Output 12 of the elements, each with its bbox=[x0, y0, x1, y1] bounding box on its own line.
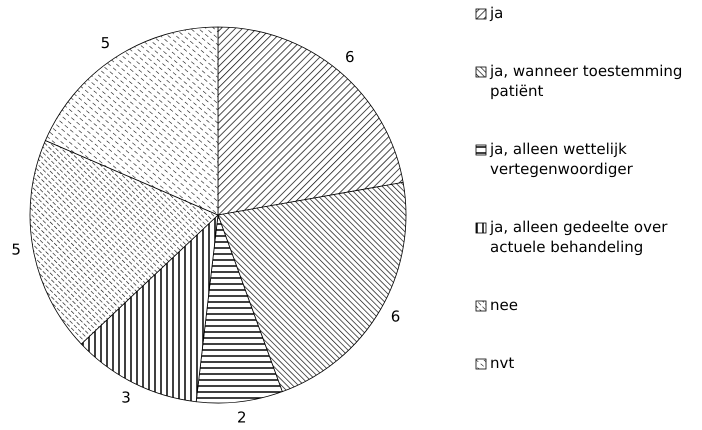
legend-label: ja, alleen wettelijk vertegenwoordiger bbox=[489, 140, 634, 178]
legend-label: nee bbox=[490, 296, 518, 314]
data-label: 3 bbox=[121, 388, 131, 406]
data-label: 2 bbox=[237, 408, 247, 427]
data-label: 6 bbox=[390, 308, 400, 326]
data-label: 6 bbox=[345, 48, 355, 66]
legend-label: ja bbox=[489, 4, 504, 22]
data-label: 5 bbox=[11, 240, 21, 259]
legend-label: nvt bbox=[490, 354, 514, 372]
data-label: 5 bbox=[100, 34, 110, 52]
legend-label: ja, alleen gedeelte over actuele behandeling bbox=[489, 218, 668, 256]
legend-label: ja, wanneer toestemming patiënt bbox=[489, 62, 682, 100]
